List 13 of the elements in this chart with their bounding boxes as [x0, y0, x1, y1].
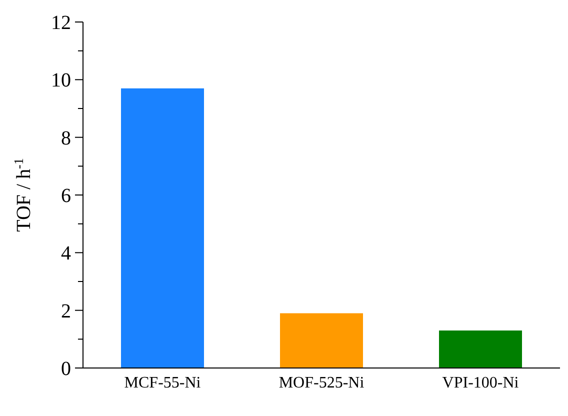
y-tick-label: 8	[61, 127, 71, 150]
y-tick-label: 2	[61, 300, 71, 322]
x-tick-label: VPI-100-Ni	[442, 374, 520, 392]
y-tick-label: 0	[61, 358, 71, 380]
bar	[280, 313, 363, 368]
y-tick-label: 12	[51, 12, 71, 34]
x-tick-label: MOF-525-Ni	[278, 374, 365, 392]
y-tick-label: 4	[61, 242, 71, 265]
bar	[121, 88, 204, 368]
y-tick-label: 6	[61, 185, 71, 207]
y-tick-label: 10	[51, 70, 71, 92]
bar	[439, 330, 522, 368]
x-tick-label: MCF-55-Ni	[124, 374, 202, 392]
